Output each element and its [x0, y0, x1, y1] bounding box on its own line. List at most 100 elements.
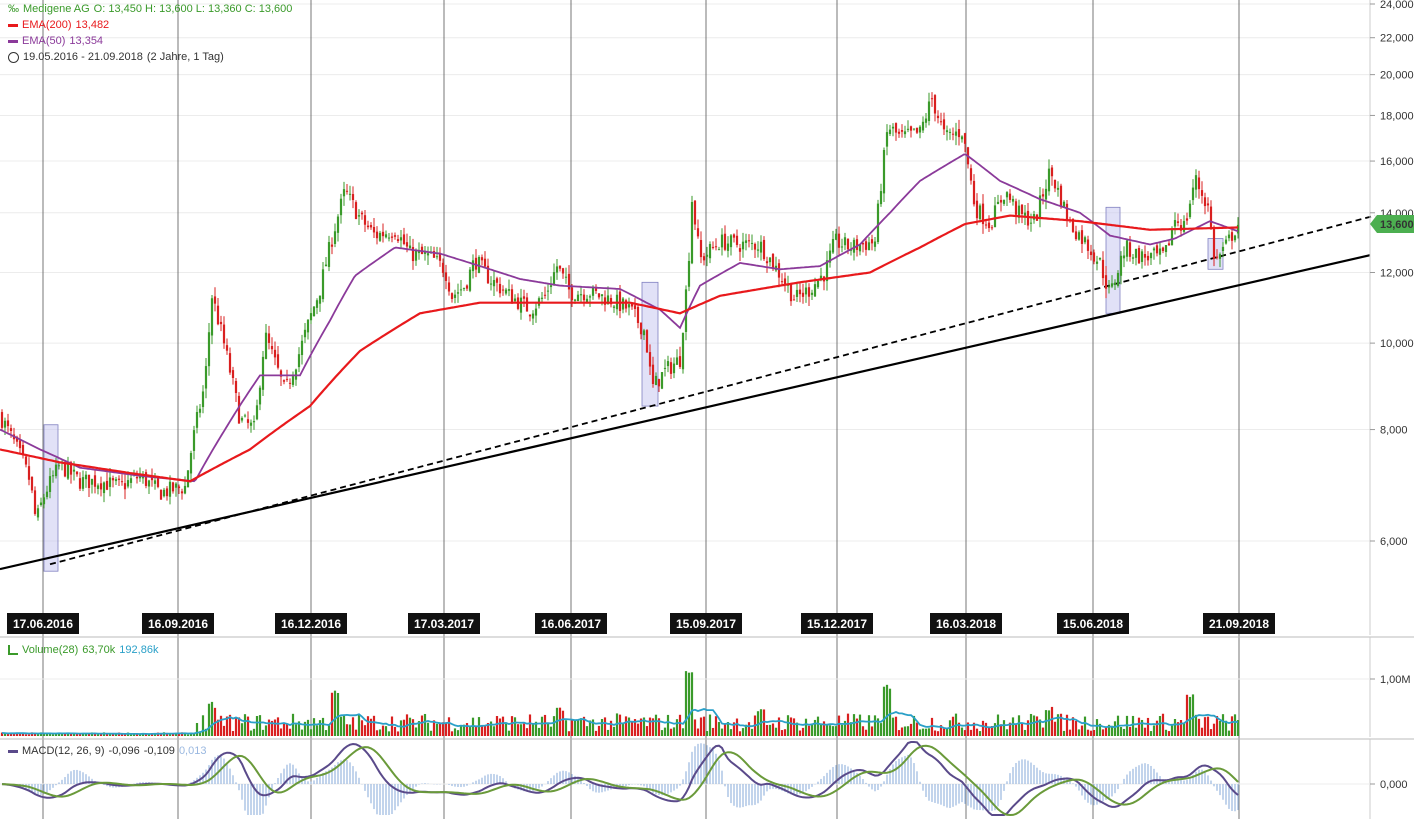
candle-body	[669, 362, 673, 374]
candle-body	[9, 428, 13, 432]
candle-body	[576, 294, 580, 302]
volume-bar	[885, 684, 889, 736]
candle-body	[612, 306, 616, 308]
candle-body	[960, 136, 964, 140]
candle-body	[633, 305, 637, 309]
volume-bar	[888, 688, 892, 736]
date-label-box	[275, 613, 347, 634]
volume-bar	[453, 728, 457, 736]
candle-body	[1077, 232, 1081, 240]
candle-body	[120, 481, 124, 483]
candle-body	[126, 480, 130, 487]
candle-body	[339, 198, 343, 216]
volume-bar	[378, 729, 382, 736]
candle-body	[438, 252, 442, 261]
candle-body	[1074, 231, 1078, 240]
candle-body	[999, 199, 1003, 203]
candle-body	[129, 478, 133, 483]
candle-body	[906, 128, 910, 130]
volume-bar	[381, 725, 385, 736]
candle-body	[936, 115, 940, 119]
candle-body	[456, 292, 460, 294]
volume-bar	[474, 726, 478, 736]
volume-bar	[540, 716, 544, 736]
volume-bar	[1035, 716, 1039, 736]
volume-bar	[216, 719, 220, 736]
candle-body	[489, 283, 493, 285]
volume-bar	[27, 734, 31, 736]
candle-body	[624, 300, 628, 309]
volume-bar	[348, 724, 352, 736]
candle-body	[204, 366, 208, 389]
candle-body	[954, 131, 958, 136]
candle-body	[312, 306, 316, 317]
candle-body	[171, 482, 175, 492]
volume-bar	[291, 713, 295, 736]
volume-bar	[399, 720, 403, 736]
volume-bar	[591, 719, 595, 736]
candle-body	[693, 200, 697, 225]
candle-body	[186, 470, 190, 488]
volume-bar	[999, 724, 1003, 736]
volume-bar	[891, 717, 895, 736]
volume-bar	[606, 729, 610, 736]
volume-bar	[603, 717, 607, 736]
volume-bar	[201, 715, 205, 736]
volume-bar	[63, 733, 67, 736]
candle-body	[18, 440, 22, 449]
highlight-zone	[1105, 206, 1121, 314]
candle-body	[249, 422, 253, 426]
volume-bar	[276, 717, 280, 736]
volume-bar	[189, 733, 193, 736]
candle-body	[168, 481, 172, 497]
date-label: 15.06.2018	[1063, 617, 1123, 631]
price-tick-label: 24,000	[1380, 0, 1414, 11]
volume-bar	[1137, 717, 1141, 736]
candle-body	[969, 168, 973, 181]
volume-bar	[1083, 716, 1087, 736]
price-tick-label: 20,000	[1380, 70, 1414, 82]
volume-bar	[1086, 729, 1090, 736]
candle-body	[207, 332, 211, 367]
candle-body	[81, 477, 85, 489]
candle-body	[609, 298, 613, 305]
volume-bar	[225, 716, 229, 736]
candle-body	[837, 233, 841, 248]
volume-bar	[945, 728, 949, 736]
volume-bar	[516, 724, 520, 736]
volume-bar	[822, 721, 826, 736]
volume-bar	[78, 733, 82, 736]
candle-body	[942, 119, 946, 130]
volume-bar	[492, 726, 496, 736]
candle-body	[366, 225, 370, 228]
candle-body	[978, 205, 982, 220]
volume-bar	[774, 727, 778, 736]
volume-bar	[1221, 714, 1225, 736]
candle-body	[474, 257, 478, 270]
candle-body	[765, 261, 769, 264]
last-price-label: 13,600	[1380, 219, 1414, 231]
volume-bar	[72, 732, 76, 736]
candle-body	[24, 456, 28, 465]
volume-bar	[462, 724, 466, 736]
volume-bar	[423, 713, 427, 736]
candle-body	[342, 189, 346, 197]
volume-bar	[546, 723, 550, 736]
candle-body	[78, 478, 82, 489]
candle-body	[306, 319, 310, 333]
volume-bar	[468, 727, 472, 736]
volume-bar	[1188, 696, 1192, 736]
candle-body	[471, 260, 475, 272]
volume-bar	[69, 733, 73, 736]
candle-body	[1047, 168, 1051, 192]
volume-bar	[393, 726, 397, 736]
volume-bar	[843, 720, 847, 736]
volume-bar	[636, 723, 640, 736]
volume-bar	[228, 714, 232, 736]
candle-body	[1011, 198, 1015, 202]
volume-bar	[1182, 723, 1186, 736]
volume-bar	[1101, 729, 1105, 736]
legend-instrument-name: Medigene AG	[23, 3, 90, 15]
candle-body	[1182, 221, 1186, 232]
